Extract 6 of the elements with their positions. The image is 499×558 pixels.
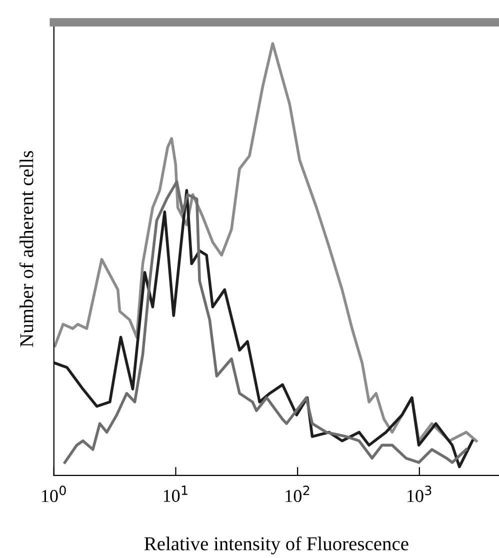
x-tick-label: 10$^{1}$	[164, 486, 188, 502]
x-tick-label: 10$^{0}$	[42, 486, 66, 502]
x-tick-label: 10$^{2}$	[286, 486, 310, 502]
x-tick-label: 10$^{3}$	[408, 486, 432, 502]
x-axis-title: Relative intensity of Fluorescence	[144, 536, 408, 554]
y-axis-title: Number of adherent cells	[19, 151, 34, 347]
